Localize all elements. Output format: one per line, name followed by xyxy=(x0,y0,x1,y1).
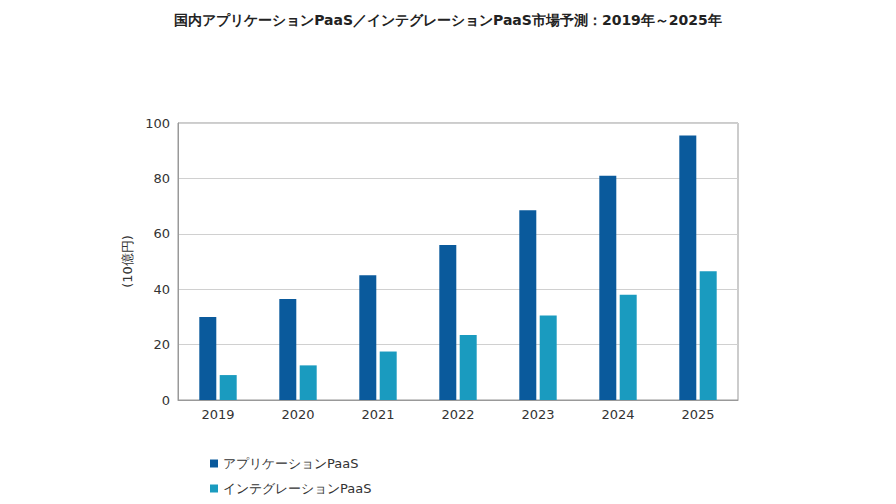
svg-text:2022: 2022 xyxy=(441,407,474,422)
svg-text:20: 20 xyxy=(153,337,170,352)
svg-text:インテグレーションPaaS: インテグレーションPaaS xyxy=(223,481,371,496)
svg-text:2025: 2025 xyxy=(681,407,714,422)
svg-text:アプリケーションPaaS: アプリケーションPaaS xyxy=(223,456,358,471)
svg-text:2019: 2019 xyxy=(201,407,234,422)
svg-text:2021: 2021 xyxy=(361,407,394,422)
svg-text:2024: 2024 xyxy=(601,407,634,422)
svg-text:80: 80 xyxy=(153,171,170,186)
svg-text:(10億円): (10億円) xyxy=(120,235,135,288)
svg-text:2023: 2023 xyxy=(521,407,554,422)
svg-text:100: 100 xyxy=(145,116,170,131)
svg-text:2020: 2020 xyxy=(281,407,314,422)
svg-text:40: 40 xyxy=(153,282,170,297)
svg-text:国内アプリケーションPaaS／インテグレーションPaaS市場: 国内アプリケーションPaaS／インテグレーションPaaS市場予測：2019年～2… xyxy=(174,12,722,28)
svg-text:0: 0 xyxy=(162,393,170,408)
svg-text:60: 60 xyxy=(153,226,170,241)
